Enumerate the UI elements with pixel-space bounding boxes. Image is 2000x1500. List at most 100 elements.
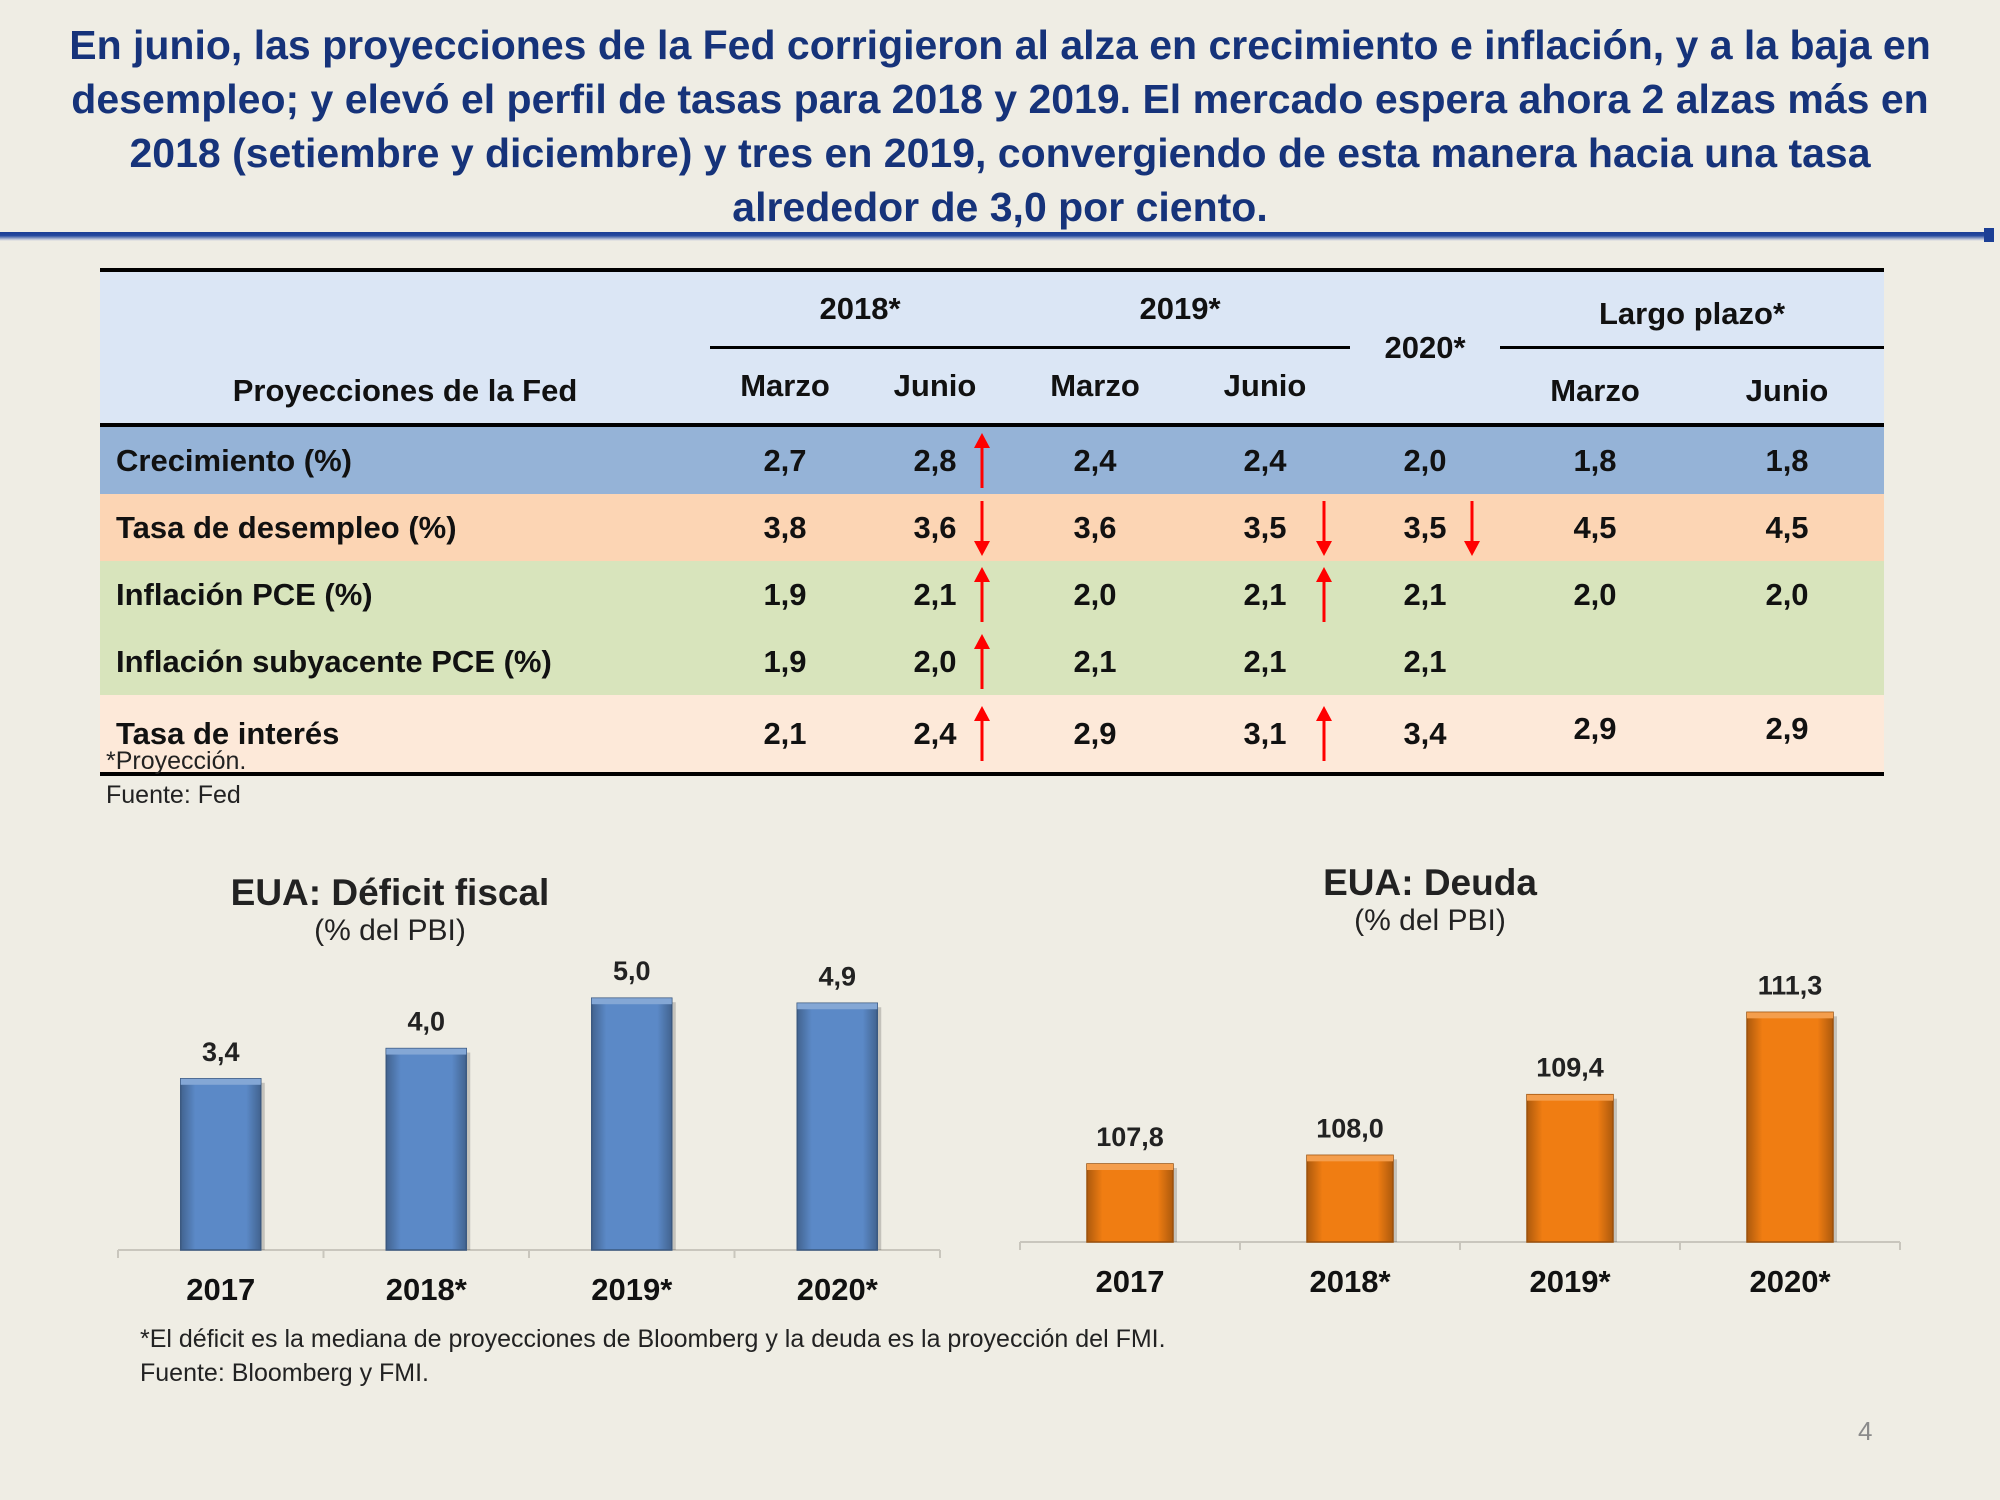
data-label: 109,4 [1536,1053,1604,1083]
fed-projections-table: Proyecciones de la Fed 2018* 2019* 2020*… [100,268,1885,776]
up-arrow-icon [973,705,990,761]
bar-top-bevel [1307,1155,1393,1162]
cell-value: 1,8 [1500,425,1690,494]
row-header: Proyecciones de la Fed [100,270,710,425]
deficit-chart-title: EUA: Déficit fiscal [230,872,550,913]
year-2018-header: 2018* [710,270,1010,349]
cell-value: 3,5 [1403,509,1447,545]
up-arrow-icon [973,566,990,622]
cell-value: 2,1 [1350,561,1500,628]
data-label: 4,9 [818,961,856,991]
bar-top-bevel [1527,1094,1613,1101]
category-label: 2019* [1529,1264,1611,1299]
cell-value: 2,0 [913,643,957,679]
row-label: Inflación subyacente PCE (%) [100,628,710,695]
page-number: 4 [1858,1416,1873,1446]
up-arrow-icon [973,633,990,689]
category-label: 2020* [1749,1264,1831,1299]
bar-2020 [796,1002,878,1251]
data-label: 107,8 [1096,1122,1164,1152]
table-source: Fuente: Fed [106,781,241,809]
deficit-chart-header: EUA: Déficit fiscal (% del PBI) [150,872,630,948]
cell-value: 2,4 [913,715,957,751]
bar-2017 [1086,1163,1174,1243]
cell-value: 3,4 [1350,695,1500,774]
debt-bar-chart: 107,8 2017 108,0 2018* 109,4 2019* 111,3 2020* [1019,970,1901,1299]
category-label: 2018* [386,1272,468,1307]
bar-2018 [1306,1154,1394,1243]
cell-value: 2,9 [1010,695,1180,774]
data-label: 108,0 [1316,1113,1384,1143]
cell-value: 4,5 [1500,494,1690,561]
row-label: Tasa de desempleo (%) [100,494,710,561]
deficit-chart-subtitle: (% del PBI) [314,914,466,947]
row-label: Tasa de interés [100,695,710,774]
row-label: Inflación PCE (%) [100,561,710,628]
table-row-inflacion-pce: Inflación PCE (%) 1,9 2,1 2,0 2,1 2,1 2,… [100,561,1885,628]
long-term-header: Largo plazo* [1500,270,1885,349]
title-divider [0,232,1994,241]
cell-value: 2,1 [710,695,860,774]
sub-header-marzo-2018: Marzo [710,347,860,425]
data-label: 111,3 [1758,970,1823,1000]
cell-value: 3,5 [1243,509,1287,545]
bar-top-bevel [1747,1012,1833,1019]
up-arrow-icon [1315,705,1332,761]
cell-value: 2,1 [1243,576,1287,612]
category-label: 2018* [1309,1264,1391,1299]
table-row-inflacion-subyacente: Inflación subyacente PCE (%) 1,9 2,0 2,1… [100,628,1885,695]
data-label: 5,0 [613,956,651,986]
sub-header-marzo-2019: Marzo [1010,347,1180,425]
sub-header-marzo-lp: Marzo [1500,347,1690,425]
deficit-bar-chart: 3,4 2017 4,0 2018* 5,0 2019* 4,9 2020* [117,956,941,1307]
bar-2017 [180,1078,262,1251]
cell-value: 2,8 [913,442,957,478]
category-label: 2017 [186,1272,255,1307]
table-row-tasa-interes: Tasa de interés 2,1 2,4 2,9 3,1 3,4 2,9 … [100,695,1885,774]
cell-value: 2,9 [1500,695,1690,774]
debt-chart-title: EUA: Deuda [1323,862,1537,903]
bar-top-bevel [1087,1164,1173,1170]
bar-top-bevel [180,1078,261,1085]
cell-value [1500,628,1690,695]
cell-value: 2,0 [1690,561,1885,628]
table-row-crecimiento: Crecimiento (%) 2,7 2,8 2,4 2,4 2,0 1,8 … [100,425,1885,494]
data-label: 3,4 [202,1037,240,1067]
cell-value: 3,6 [1010,494,1180,561]
row-label: Crecimiento (%) [100,425,710,494]
bar-top-bevel [386,1048,467,1055]
table-note-projection: *Proyección. [106,747,247,775]
bar-2019 [591,997,673,1251]
slide-title: En junio, las proyecciones de la Fed cor… [69,22,1931,230]
category-label: 2019* [591,1272,673,1307]
down-arrow-icon [1463,500,1480,556]
cell-value: 2,1 [1180,628,1350,695]
cell-value: 4,5 [1690,494,1885,561]
cell-value: 2,4 [1010,425,1180,494]
cell-value: 1,9 [710,628,860,695]
cell-value: 3,8 [710,494,860,561]
debt-chart-header: EUA: Deuda (% del PBI) [1190,862,1670,938]
bar-top-bevel [797,1003,878,1010]
chart-footnote: *El déficit es la mediana de proyeccione… [140,1325,1166,1353]
cell-value: 2,0 [1500,561,1690,628]
category-label: 2017 [1096,1264,1165,1299]
cell-value: 2,4 [1180,425,1350,494]
year-2020-header: 2020* [1350,270,1500,425]
bar-2019 [1526,1093,1614,1243]
bar-2020 [1746,1011,1834,1243]
cell-value: 2,7 [710,425,860,494]
bar-top-bevel [591,998,672,1005]
down-arrow-icon [1315,500,1332,556]
cell-value: 2,1 [1010,628,1180,695]
cell-value: 1,8 [1690,425,1885,494]
cell-value: 2,0 [1350,425,1500,494]
up-arrow-icon [1315,566,1332,622]
down-arrow-icon [973,500,990,556]
title-divider-end [1984,228,1994,242]
debt-chart-subtitle: (% del PBI) [1354,904,1506,937]
sub-header-junio-2018: Junio [860,347,1010,425]
sub-header-junio-lp: Junio [1690,347,1885,425]
data-label: 4,0 [407,1007,445,1037]
sub-header-junio-2019: Junio [1180,347,1350,425]
